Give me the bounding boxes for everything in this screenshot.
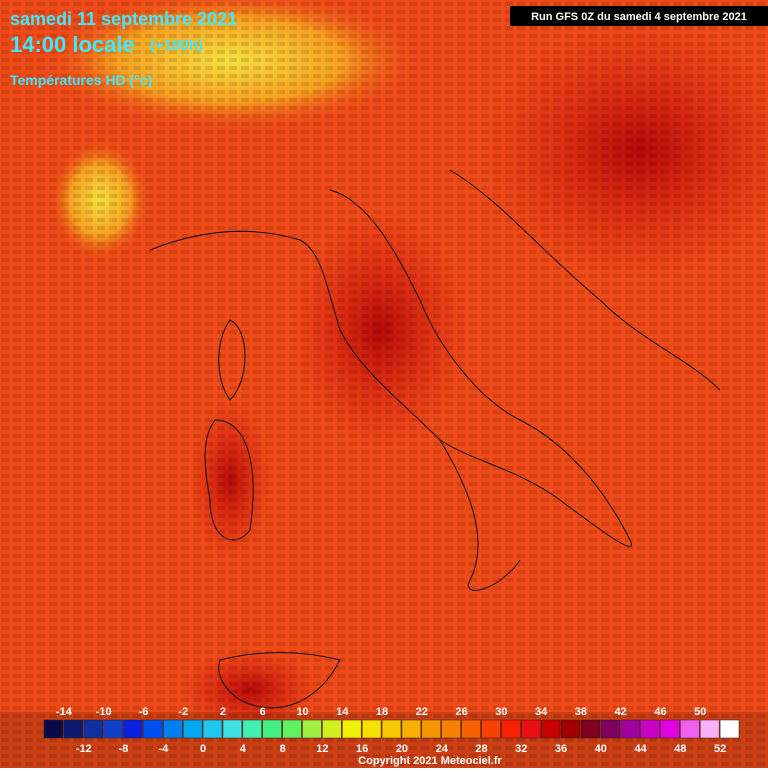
legend-label: 6 (260, 706, 266, 718)
legend-label: -2 (178, 706, 188, 718)
legend-label: -8 (119, 743, 129, 755)
legend-swatch (580, 719, 601, 739)
legend-swatch (521, 719, 541, 739)
legend-label: 44 (634, 743, 647, 755)
legend-swatch (461, 719, 481, 739)
legend-label: 46 (654, 706, 666, 718)
legend-label: -14 (56, 706, 73, 718)
legend-label: 2 (220, 706, 226, 718)
legend-label: 26 (455, 706, 467, 718)
legend-label: 16 (356, 743, 368, 755)
lead-time: (+180h) (150, 37, 203, 54)
legend-swatch (699, 719, 720, 739)
copyright: Copyright 2021 Meteociel.fr (358, 755, 502, 767)
legend-swatch (222, 719, 243, 739)
legend-swatch (143, 719, 163, 739)
legend-swatch (202, 719, 223, 739)
legend-swatch (620, 719, 640, 739)
legend-swatch (242, 719, 262, 739)
legend-label: 50 (694, 706, 706, 718)
legend-label: 42 (615, 706, 627, 718)
legend-swatch (640, 719, 660, 739)
legend-swatch (441, 719, 461, 739)
legend-label: 52 (714, 743, 726, 755)
legend-label: -10 (96, 706, 112, 718)
legend-label: 32 (515, 743, 527, 755)
legend-swatch (43, 719, 64, 739)
legend-label: 40 (595, 743, 607, 755)
legend-label: -6 (139, 706, 149, 718)
coastlines (149, 169, 721, 709)
legend-swatch (163, 719, 183, 739)
legend-swatch (83, 719, 103, 739)
legend-swatch (660, 719, 680, 739)
legend-swatch (342, 719, 362, 739)
legend-swatch (560, 719, 581, 739)
legend-swatch (680, 719, 700, 739)
legend-label: -4 (158, 743, 169, 755)
legend-swatch (381, 719, 402, 739)
legend-swatch (421, 719, 441, 739)
legend-swatch (540, 719, 561, 739)
legend-swatch (501, 719, 521, 739)
time: 14:00 locale (10, 32, 135, 57)
legend-swatch (361, 719, 382, 739)
legend-swatch (322, 719, 342, 739)
legend-swatch (600, 719, 620, 739)
legend-swatch (481, 719, 501, 739)
legend-swatch (302, 719, 322, 739)
run-info: Run GFS 0Z du samedi 4 septembre 2021 (531, 11, 747, 23)
legend-label: 10 (296, 706, 308, 718)
legend-label: -12 (76, 743, 92, 755)
date: samedi 11 septembre 2021 (10, 9, 237, 29)
legend-swatch (401, 719, 422, 739)
legend-swatch (182, 719, 203, 739)
legend-label: 24 (436, 743, 449, 755)
legend-label: 34 (535, 706, 548, 718)
legend: -14 -10 -6 -2 2 6 10 14 18 22 26 30 34 38 42 46 50-12 -8-… (43, 706, 740, 755)
legend-label: 12 (316, 743, 328, 755)
legend-swatch (103, 719, 123, 739)
legend-label: 18 (376, 706, 388, 718)
legend-label: 38 (575, 706, 587, 718)
legend-swatch (123, 719, 143, 739)
legend-label: 14 (336, 706, 349, 718)
legend-label: 48 (674, 743, 686, 755)
legend-label: 22 (416, 706, 428, 718)
legend-swatch (262, 719, 282, 739)
legend-label: 20 (396, 743, 408, 755)
legend-label: 8 (280, 743, 286, 755)
legend-swatch (282, 719, 302, 739)
parameter: Températures HD (°c) (10, 72, 152, 88)
legend-swatch (63, 719, 84, 739)
run-box (510, 6, 768, 26)
legend-label: 30 (495, 706, 507, 718)
legend-label: 0 (200, 743, 206, 755)
legend-label: 36 (555, 743, 567, 755)
legend-swatch (719, 719, 740, 739)
legend-label: 28 (475, 743, 487, 755)
legend-label: 4 (240, 743, 247, 755)
